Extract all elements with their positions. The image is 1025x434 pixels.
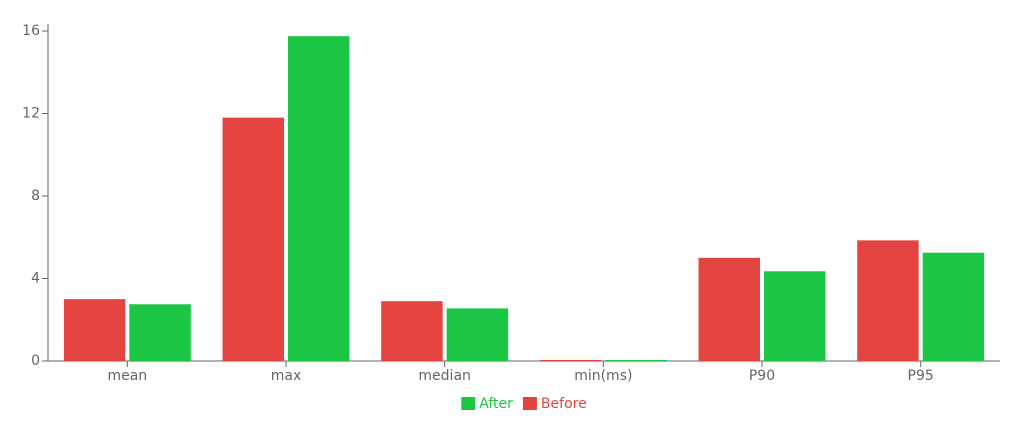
y-tick-label: 8	[31, 188, 40, 204]
y-tick-label: 0	[31, 353, 40, 369]
bar	[129, 304, 191, 361]
legend-swatch	[522, 397, 537, 410]
x-tick-label: median	[418, 368, 470, 384]
bar	[857, 240, 919, 361]
x-tick-label: min(ms)	[574, 368, 632, 384]
bar	[63, 299, 126, 361]
bar	[698, 257, 760, 361]
bar	[922, 252, 985, 361]
y-tick-label: 4	[31, 271, 40, 287]
x-tick-label: P90	[749, 368, 775, 384]
y-tick-label: 12	[22, 106, 40, 122]
legend-label: After	[479, 396, 513, 412]
bar	[605, 359, 667, 361]
bar	[446, 308, 509, 361]
bar	[381, 301, 443, 361]
x-tick-label: mean	[107, 368, 147, 384]
bar	[764, 271, 826, 361]
bar	[288, 36, 350, 361]
y-tick-label: 16	[22, 23, 40, 39]
legend: After Before	[461, 396, 587, 412]
legend-label: Before	[541, 396, 587, 412]
x-tick-label: P95	[908, 368, 934, 384]
x-tick-label: max	[271, 368, 302, 384]
bar	[539, 359, 602, 361]
bar	[222, 117, 284, 361]
legend-swatch	[461, 397, 476, 410]
